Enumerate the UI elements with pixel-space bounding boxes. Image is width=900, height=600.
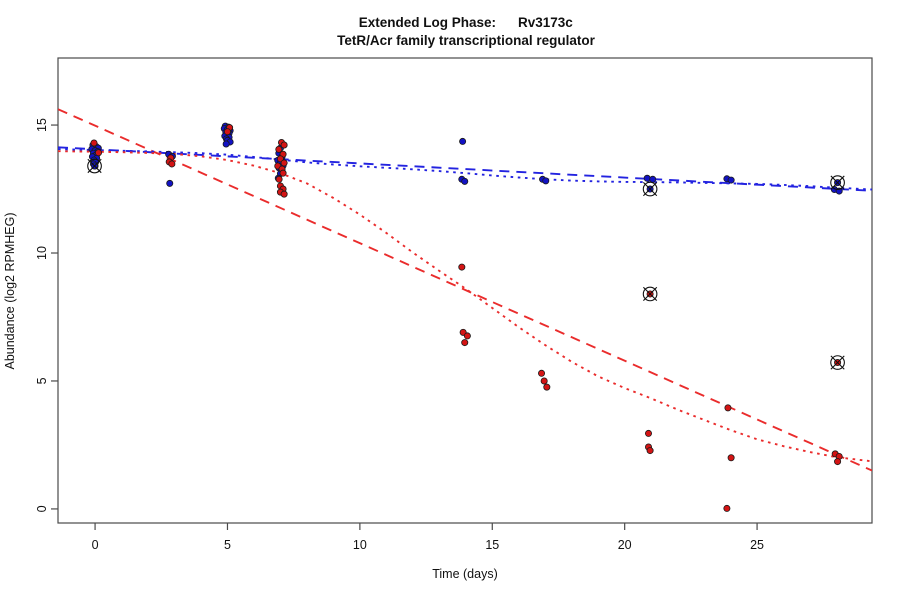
plot-title-prefix: Extended Log Phase: — [359, 15, 496, 30]
flag-x-treatment-flagged — [643, 286, 658, 302]
data-point-treatment — [463, 332, 471, 340]
data-point-treatment — [275, 175, 283, 183]
x-axis-label: Time (days) — [432, 567, 498, 581]
plot-box — [57, 57, 873, 524]
data-point-treatment — [461, 339, 469, 347]
treatment-loess-fit — [58, 150, 872, 463]
data-point-control — [222, 140, 230, 148]
data-point-treatment — [538, 369, 546, 377]
flag-x-control-flagged — [830, 175, 845, 190]
treatment-linear-fit — [58, 108, 872, 472]
x-tick-label: 20 — [618, 538, 632, 552]
data-point-treatment — [280, 190, 288, 198]
data-point-treatment — [540, 377, 548, 385]
data-point-control — [727, 176, 735, 184]
data-points — [87, 122, 845, 512]
x-tick-label: 25 — [750, 538, 764, 552]
flag-circle-control-flagged — [87, 158, 102, 174]
data-point-treatment — [727, 454, 735, 462]
data-point-control — [459, 137, 467, 145]
x-tick-label: 0 — [92, 538, 99, 552]
flag-x-treatment-flagged — [830, 355, 845, 370]
flag-circle-treatment-flagged — [830, 355, 845, 370]
flag-circle-treatment-flagged — [642, 286, 658, 302]
data-point-treatment — [223, 128, 231, 136]
y-axis-label: Abundance (log2 RPMHEG) — [3, 212, 17, 369]
data-point-control — [643, 174, 651, 182]
y-tick-label: 5 — [35, 377, 49, 384]
data-point-treatment — [275, 145, 283, 153]
flag-circle-control-flagged — [642, 181, 658, 197]
data-point-treatment — [280, 159, 288, 167]
x-tick-label: 10 — [353, 538, 367, 552]
data-point-control — [649, 175, 657, 183]
axes: 0 5 10 15 20 25 0 5 10 15 — [35, 57, 873, 552]
data-point-treatment — [458, 263, 466, 271]
y-tick-label: 0 — [35, 505, 49, 512]
data-point-treatment — [279, 169, 287, 177]
y-tick-label: 15 — [35, 118, 49, 132]
data-point-treatment — [724, 404, 732, 412]
plot-subtitle: TetR/Acr family transcriptional regulato… — [337, 33, 596, 48]
data-point-treatment — [646, 447, 654, 455]
x-tick-label: 15 — [485, 538, 499, 552]
data-point-treatment — [168, 160, 176, 168]
flag-circle-control-flagged — [830, 175, 845, 190]
fit-lines — [58, 108, 872, 472]
data-point-control — [461, 177, 469, 185]
data-point-treatment — [280, 141, 288, 149]
data-point-control — [166, 179, 174, 187]
control-loess-fit — [58, 148, 872, 191]
data-point-treatment — [723, 504, 731, 512]
data-point-treatment — [90, 139, 98, 147]
data-point-treatment — [834, 458, 842, 466]
y-tick-label: 10 — [35, 246, 49, 260]
data-point-control — [542, 177, 550, 185]
data-point-treatment — [95, 149, 103, 157]
flag-x-control-flagged — [643, 181, 658, 197]
data-point-treatment — [645, 429, 653, 437]
data-point-treatment — [543, 383, 551, 391]
x-tick-label: 5 — [224, 538, 231, 552]
plot-title-gene: Rv3173c — [518, 15, 573, 30]
flag-x-control-flagged — [87, 158, 102, 174]
